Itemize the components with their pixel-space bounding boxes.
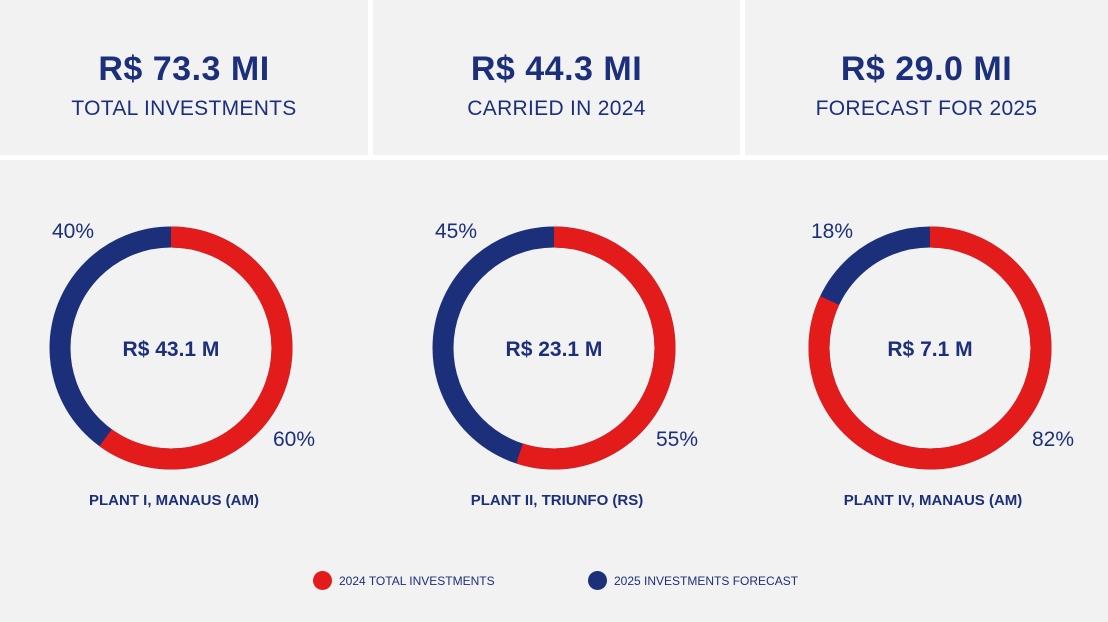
kpi-label: TOTAL INVESTMENTS (71, 97, 297, 120)
legend-label: 2025 INVESTMENTS FORECAST (614, 573, 799, 588)
plant-title: PLANT IV, MANAUS (AM) (844, 492, 1023, 509)
donut-slice-2024 (49, 226, 293, 470)
kpi-label: CARRIED IN 2024 (467, 97, 646, 120)
kpi-value: R$ 29.0 MI (840, 50, 1013, 88)
percent-label-2025: 18% (811, 220, 853, 243)
percent-label-2024: 55% (656, 428, 698, 451)
percent-label-2025: 45% (435, 220, 477, 243)
legend-item-2025: 2025 INVESTMENTS FORECAST (588, 571, 798, 590)
kpi-value: R$ 73.3 MI (98, 50, 270, 88)
kpi-carried-2024: R$ 44.3 MI CARRIED IN 2024 (373, 0, 740, 155)
donut-center-value: R$ 7.1 M (887, 338, 972, 361)
donut-center-value: R$ 43.1 M (123, 338, 220, 361)
legend-swatch-red (313, 571, 332, 590)
legend-label: 2024 TOTAL INVESTMENTS (339, 573, 495, 588)
legend-item-2024: 2024 TOTAL INVESTMENTS (313, 571, 495, 590)
kpi-forecast-2025: R$ 29.0 MI FORECAST FOR 2025 (745, 0, 1108, 155)
donut-center-value: R$ 23.1 M (506, 338, 603, 361)
donut-slice-2024 (432, 226, 676, 470)
percent-label-2024: 82% (1032, 428, 1074, 451)
plant-title: PLANT II, TRIUNFO (RS) (471, 492, 644, 509)
kpi-value: R$ 44.3 MI (470, 50, 643, 88)
plant-title: PLANT I, MANAUS (AM) (89, 492, 259, 509)
kpi-total-investments: R$ 73.3 MI TOTAL INVESTMENTS (0, 0, 368, 155)
percent-label-2025: 40% (52, 220, 94, 243)
donut-slice-2024 (808, 226, 1052, 470)
percent-label-2024: 60% (273, 428, 315, 451)
legend-swatch-navy (588, 571, 607, 590)
kpi-label: FORECAST FOR 2025 (815, 97, 1038, 120)
